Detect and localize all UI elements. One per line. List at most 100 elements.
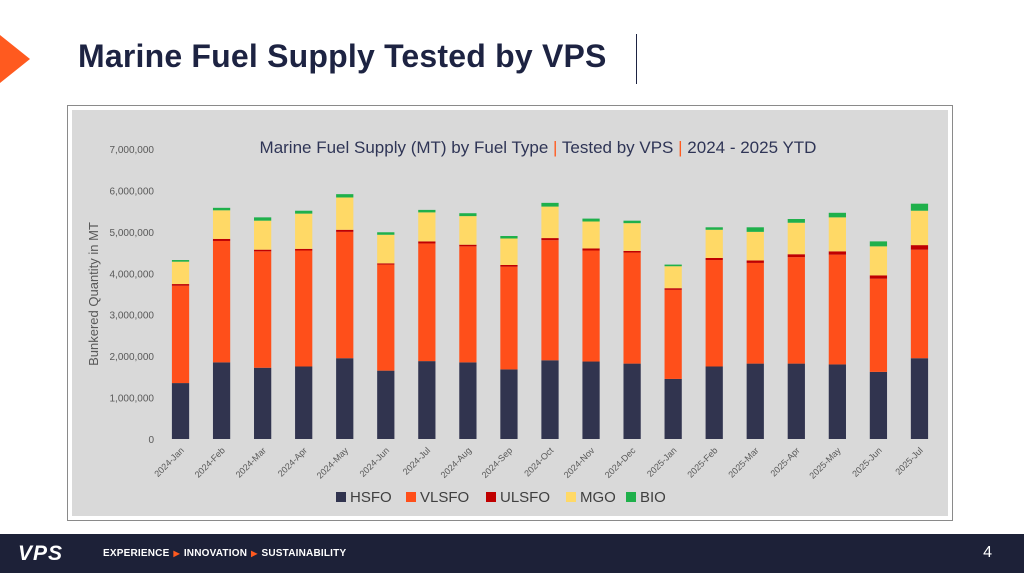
bar-segment-ulsfo xyxy=(582,248,600,251)
bar-segment-bio xyxy=(705,227,723,230)
bar-segment-mgo xyxy=(541,206,559,239)
legend-label-hsfo: HSFO xyxy=(350,489,392,506)
x-tick-label: 2024-Dec xyxy=(603,445,638,480)
bar-segment-ulsfo xyxy=(623,250,641,253)
bar-segment-hsfo xyxy=(171,383,190,439)
legend-label-mgo: MGO xyxy=(580,489,616,506)
x-tick-label: 2024-Mar xyxy=(234,445,268,479)
bar-segment-ulsfo xyxy=(705,257,723,261)
bar-segment-hsfo xyxy=(212,362,231,439)
x-tick-label: 2024-Jun xyxy=(358,445,392,479)
bar-segment-vlsfo xyxy=(377,264,395,371)
bar-segment-ulsfo xyxy=(295,248,313,251)
x-tick-label: 2024-Apr xyxy=(276,445,309,478)
bar-segment-bio xyxy=(377,232,395,235)
bar-segment-hsfo xyxy=(910,358,929,439)
bar-segment-ulsfo xyxy=(254,249,272,252)
arrow-icon: ▶ xyxy=(251,549,258,558)
legend-swatch-hsfo xyxy=(336,492,346,502)
arrow-icon: ▶ xyxy=(173,549,180,558)
bar-segment-vlsfo xyxy=(582,250,600,362)
corner-arrow-decoration xyxy=(0,35,30,83)
x-tick-label: 2024-Oct xyxy=(522,445,556,479)
footer-bar: VPS EXPERIENCE ▶ INNOVATION ▶ SUSTAINABILITY… xyxy=(0,534,1024,573)
bar-segment-mgo xyxy=(459,216,477,245)
bar-segment-bio xyxy=(171,260,190,262)
bar-segment-bio xyxy=(664,264,682,267)
bar-segment-mgo xyxy=(787,222,805,255)
bar-segment-bio xyxy=(746,227,764,232)
x-tick-label: 2025-Jul xyxy=(893,445,924,476)
bar-segment-vlsfo xyxy=(171,285,190,384)
bar-segment-vlsfo xyxy=(910,249,929,359)
bar-segment-mgo xyxy=(910,210,929,246)
bar-segment-ulsfo xyxy=(500,265,518,267)
x-tick-label: 2024-Jul xyxy=(401,445,432,476)
bar-segment-vlsfo xyxy=(746,262,764,364)
bar-segment-bio xyxy=(254,217,272,221)
bar-segment-mgo xyxy=(418,212,436,242)
bar-segment-vlsfo xyxy=(623,252,641,364)
bar-segment-bio xyxy=(459,213,477,217)
bar-segment-bio xyxy=(336,194,354,198)
x-tick-label: 2025-May xyxy=(807,445,843,481)
y-tick-label: 4,000,000 xyxy=(110,269,155,280)
bar-segment-bio xyxy=(541,202,559,207)
bar-segment-mgo xyxy=(623,223,641,251)
x-tick-label: 2025-Jun xyxy=(850,445,884,479)
legend-label-vlsfo: VLSFO xyxy=(420,489,469,506)
bar-segment-hsfo xyxy=(623,363,641,439)
bar-segment-ulsfo xyxy=(459,244,477,247)
bar-segment-hsfo xyxy=(377,370,395,439)
bar-segment-bio xyxy=(212,207,231,211)
chart-title: Marine Fuel Supply (MT) by Fuel Type | T… xyxy=(260,138,817,157)
bar-segment-mgo xyxy=(705,229,723,258)
bar-segment-ulsfo xyxy=(377,263,395,265)
bar-segment-vlsfo xyxy=(212,240,231,363)
bar-segment-mgo xyxy=(336,197,354,230)
x-tick-label: 2024-May xyxy=(315,445,351,481)
x-tick-label: 2024-Nov xyxy=(562,445,597,480)
x-tick-label: 2024-Feb xyxy=(193,445,227,479)
bar-segment-ulsfo xyxy=(828,251,846,255)
bar-segment-hsfo xyxy=(787,363,805,439)
bar-segment-bio xyxy=(418,209,436,213)
tagline-sustainability: SUSTAINABILITY xyxy=(261,548,347,559)
bar-segment-vlsfo xyxy=(418,243,436,362)
y-axis-label: Bunkered Quantity in MT xyxy=(86,222,101,366)
bar-segment-ulsfo xyxy=(541,238,559,241)
bar-segment-hsfo xyxy=(705,366,723,439)
bar-segment-ulsfo xyxy=(418,241,436,244)
x-tick-label: 2024-Sep xyxy=(480,445,515,480)
legend-label-bio: BIO xyxy=(640,489,666,506)
bar-segment-ulsfo xyxy=(869,275,888,279)
bar-segment-bio xyxy=(623,220,641,224)
legend-swatch-vlsfo xyxy=(406,492,416,502)
legend-swatch-bio xyxy=(626,492,636,502)
bar-segment-vlsfo xyxy=(541,240,559,361)
legend-label-ulsfo: ULSFO xyxy=(500,489,550,506)
bar-segment-vlsfo xyxy=(787,257,805,364)
bar-segment-bio xyxy=(582,218,600,222)
bar-segment-bio xyxy=(295,210,313,214)
bar-segment-vlsfo xyxy=(664,289,682,379)
footer-tagline: EXPERIENCE ▶ INNOVATION ▶ SUSTAINABILITY xyxy=(103,548,346,559)
bar-segment-hsfo xyxy=(746,363,764,439)
bar-segment-mgo xyxy=(664,266,682,289)
text-cursor xyxy=(636,34,637,84)
bar-segment-ulsfo xyxy=(787,254,805,258)
bar-segment-hsfo xyxy=(295,366,313,439)
legend-swatch-mgo xyxy=(566,492,576,502)
tagline-experience: EXPERIENCE xyxy=(103,548,170,559)
bar-segment-vlsfo xyxy=(295,250,313,367)
chart-container: Marine Fuel Supply (MT) by Fuel Type | T… xyxy=(67,105,953,521)
bar-segment-vlsfo xyxy=(828,254,846,365)
bar-segment-ulsfo xyxy=(664,288,682,290)
bar-segment-ulsfo xyxy=(910,245,929,250)
x-tick-label: 2024-Jan xyxy=(152,445,186,479)
bar-segment-mgo xyxy=(295,213,313,249)
bar-segment-bio xyxy=(828,212,846,218)
bar-segment-vlsfo xyxy=(254,251,272,368)
x-tick-label: 2024-Aug xyxy=(439,445,474,480)
y-tick-label: 1,000,000 xyxy=(110,394,155,405)
